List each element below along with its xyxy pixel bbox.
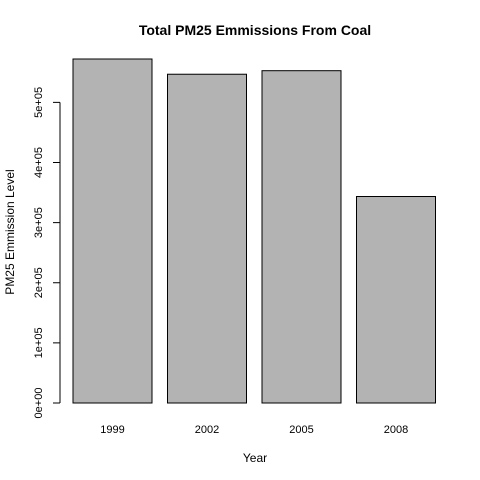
y-tick-label: 1e+05 — [33, 327, 45, 358]
x-tick-label-2008: 2008 — [384, 424, 408, 436]
bar-2002 — [168, 74, 247, 403]
y-tick-label: 2e+05 — [33, 267, 45, 298]
y-axis: 0e+00 1e+05 2e+05 3e+05 4e+05 5e+05 — [33, 87, 60, 419]
y-tick-label: 0e+00 — [33, 388, 45, 419]
y-tick-label: 4e+05 — [33, 147, 45, 178]
x-tick-labels: 1999 2002 2005 2008 — [100, 424, 408, 436]
bar-2008 — [357, 197, 436, 403]
y-tick-label: 5e+05 — [33, 87, 45, 118]
y-axis-label: PM25 Emmission Level — [3, 169, 17, 294]
x-tick-label-2002: 2002 — [195, 424, 219, 436]
x-tick-label-1999: 1999 — [100, 424, 124, 436]
bar-1999 — [73, 59, 152, 403]
chart-title: Total PM25 Emmissions From Coal — [139, 22, 371, 38]
x-axis-label: Year — [243, 451, 267, 465]
x-tick-label-2005: 2005 — [289, 424, 313, 436]
y-tick-label: 3e+05 — [33, 207, 45, 238]
bar-2005 — [262, 71, 341, 403]
bars — [73, 59, 436, 403]
